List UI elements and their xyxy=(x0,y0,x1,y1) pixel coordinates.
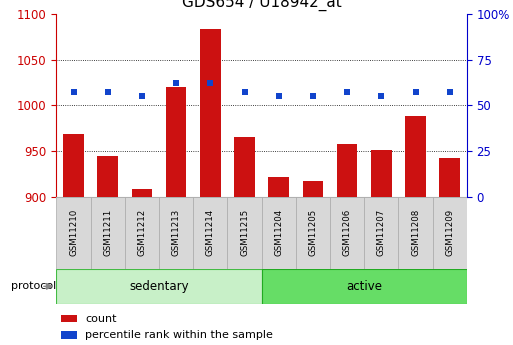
Text: GSM11205: GSM11205 xyxy=(308,209,318,256)
Bar xyxy=(97,156,118,197)
Point xyxy=(206,80,214,86)
Text: GSM11204: GSM11204 xyxy=(274,209,283,256)
Point xyxy=(138,93,146,99)
Bar xyxy=(91,197,125,269)
Point xyxy=(377,93,385,99)
Text: GSM11214: GSM11214 xyxy=(206,209,215,256)
Text: GSM11212: GSM11212 xyxy=(137,209,146,256)
Point xyxy=(69,90,77,95)
Bar xyxy=(399,197,432,269)
Text: GSM11206: GSM11206 xyxy=(343,209,351,256)
Bar xyxy=(61,331,77,339)
Text: count: count xyxy=(85,314,116,324)
Bar xyxy=(56,269,262,304)
Bar xyxy=(56,197,91,269)
Bar xyxy=(330,197,364,269)
Text: GSM11213: GSM11213 xyxy=(172,209,181,256)
Text: GSM11215: GSM11215 xyxy=(240,209,249,256)
Text: GSM11211: GSM11211 xyxy=(103,209,112,256)
Bar xyxy=(193,197,227,269)
Point xyxy=(309,93,317,99)
Point xyxy=(343,90,351,95)
Text: GSM11208: GSM11208 xyxy=(411,209,420,256)
Bar xyxy=(268,177,289,197)
Point xyxy=(411,90,420,95)
Title: GDS654 / U18942_at: GDS654 / U18942_at xyxy=(182,0,342,11)
Bar xyxy=(405,116,426,197)
Bar xyxy=(371,150,391,197)
Bar xyxy=(440,158,460,197)
Bar xyxy=(61,315,77,322)
Bar xyxy=(364,197,399,269)
Text: GSM11207: GSM11207 xyxy=(377,209,386,256)
Bar xyxy=(303,181,323,197)
Bar xyxy=(296,197,330,269)
Bar xyxy=(262,269,467,304)
Text: sedentary: sedentary xyxy=(129,280,189,293)
Bar xyxy=(125,197,159,269)
Point xyxy=(274,93,283,99)
Bar xyxy=(159,197,193,269)
Text: active: active xyxy=(346,280,382,293)
Bar xyxy=(432,197,467,269)
Bar xyxy=(234,137,255,197)
Point xyxy=(104,90,112,95)
Text: GSM11210: GSM11210 xyxy=(69,209,78,256)
Bar xyxy=(262,197,296,269)
Bar xyxy=(132,189,152,197)
Text: protocol: protocol xyxy=(11,282,56,291)
Bar xyxy=(63,135,84,197)
Point xyxy=(241,90,249,95)
Point xyxy=(446,90,454,95)
Bar xyxy=(227,197,262,269)
Text: percentile rank within the sample: percentile rank within the sample xyxy=(85,330,273,340)
Bar xyxy=(166,87,186,197)
Bar xyxy=(337,144,358,197)
Text: GSM11209: GSM11209 xyxy=(445,209,454,256)
Point xyxy=(172,80,180,86)
Bar xyxy=(200,29,221,197)
